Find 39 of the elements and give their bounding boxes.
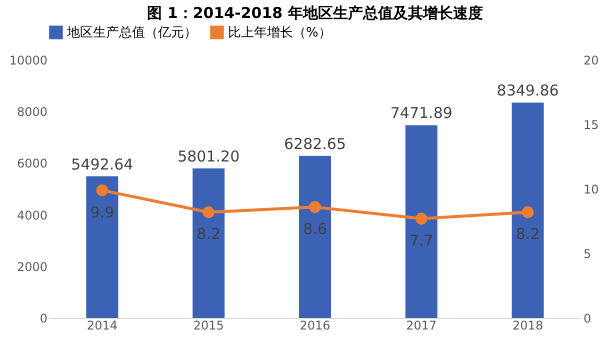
bar (299, 156, 331, 318)
legend-label: 比上年增长（%） (228, 25, 332, 40)
bar (86, 176, 118, 318)
y-tick-label: 6000 (16, 156, 48, 171)
data-label: 9.9 (90, 203, 114, 222)
point (415, 212, 428, 225)
data-label: 8.6 (303, 220, 327, 238)
y-tick-label: 10000 (9, 54, 48, 68)
y-tick-label: 4000 (16, 208, 48, 222)
y2-tick-label: 10 (584, 182, 599, 196)
data-label: 7.7 (409, 232, 434, 250)
x-tick-label: 2014 (86, 318, 118, 332)
data-label: 8349.86 (496, 82, 559, 100)
data-label: 5492.64 (71, 155, 134, 174)
point (309, 201, 321, 213)
data-label: 7471.89 (390, 104, 452, 122)
bar (405, 125, 438, 318)
chart-title: 图 1：2014-2018 年地区生产总值及其增长速度 (147, 4, 483, 22)
y2-tick-label: 15 (584, 118, 599, 132)
x-tick-label: 2016 (300, 318, 330, 332)
data-label: 5801.20 (178, 147, 240, 166)
data-label: 6282.65 (284, 134, 346, 153)
data-label: 8.2 (516, 225, 540, 244)
x-tick-label: 2017 (406, 318, 437, 332)
point (202, 206, 215, 218)
point (96, 184, 108, 196)
y-tick-label: 0 (40, 312, 48, 326)
y2-tick-label: 0 (584, 312, 592, 326)
y-tick-label: 8000 (16, 105, 48, 120)
bar (192, 168, 225, 318)
data-label: 8.2 (196, 225, 221, 244)
y-tick-label: 2000 (16, 260, 48, 274)
y2-tick-label: 20 (584, 54, 599, 68)
x-tick-label: 2018 (512, 318, 544, 332)
y2-tick-label: 5 (584, 247, 592, 261)
bar (512, 102, 544, 318)
legend-label: 地区生产总值（亿元） (66, 25, 197, 40)
x-tick-label: 2015 (193, 318, 224, 332)
point (522, 206, 534, 218)
